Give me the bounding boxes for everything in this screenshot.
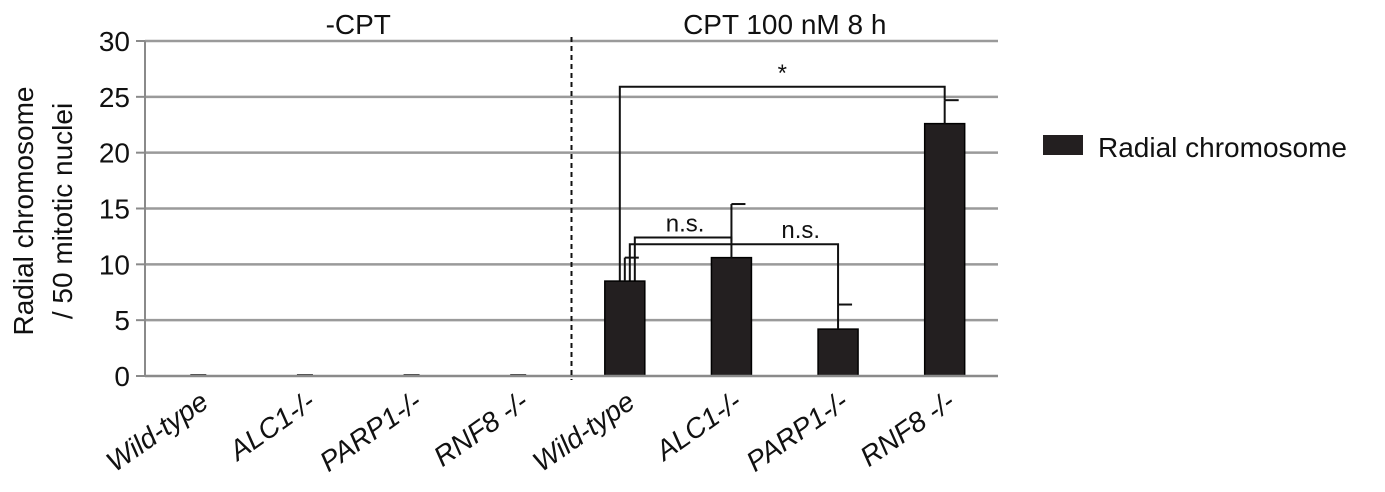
y-axis-title-line1: Radial chromosome <box>8 87 39 336</box>
x-category-label: Wild-type <box>527 386 640 478</box>
legend: Radial chromosome <box>1043 132 1347 163</box>
group-label: -CPT <box>326 9 391 40</box>
axes <box>144 37 998 380</box>
y-tick-label: 20 <box>99 138 130 169</box>
bar <box>817 328 859 377</box>
x-axis-category-labels: Wild-type ALC1-/-PARP1-/- RNF8 -/-Wild-typ… <box>101 386 961 478</box>
legend-swatch <box>1043 135 1083 155</box>
bar <box>710 256 753 377</box>
significance-label: n.s. <box>781 217 820 244</box>
x-category-label: RNF8 -/- <box>854 386 960 473</box>
y-axis-title-line2: / 50 mitotic nuclei <box>47 103 78 319</box>
y-tick-label: 25 <box>99 82 130 113</box>
error-bars <box>623 99 959 330</box>
bar <box>923 122 966 377</box>
legend-label: Radial chromosome <box>1098 132 1347 163</box>
x-category-label: PARP1-/- <box>314 386 427 478</box>
significance-bracket <box>618 85 946 282</box>
y-tick-label: 0 <box>114 361 130 392</box>
y-tick-label: 5 <box>114 305 130 336</box>
group-label: CPT 100 nM 8 h <box>683 9 886 40</box>
x-category-label: ALC1-/- <box>648 386 746 468</box>
significance-label: n.s. <box>666 211 705 238</box>
significance-label: * <box>778 60 787 87</box>
x-category-label: Wild-type <box>101 386 214 478</box>
y-tick-label: 30 <box>99 26 130 57</box>
group-labels: -CPT CPT 100 nM 8 h <box>326 9 887 40</box>
x-category-label: ALC1-/- <box>222 386 320 468</box>
bar <box>604 280 646 377</box>
y-axis-ticks: 0 5 10 15 20 25 30 <box>99 26 145 392</box>
y-tick-label: 15 <box>99 194 130 225</box>
bars <box>190 122 966 377</box>
significance-bracket <box>628 243 840 305</box>
x-category-label: RNF8 -/- <box>428 386 534 473</box>
y-tick-label: 10 <box>99 249 130 280</box>
x-category-label: PARP1-/- <box>741 386 854 478</box>
